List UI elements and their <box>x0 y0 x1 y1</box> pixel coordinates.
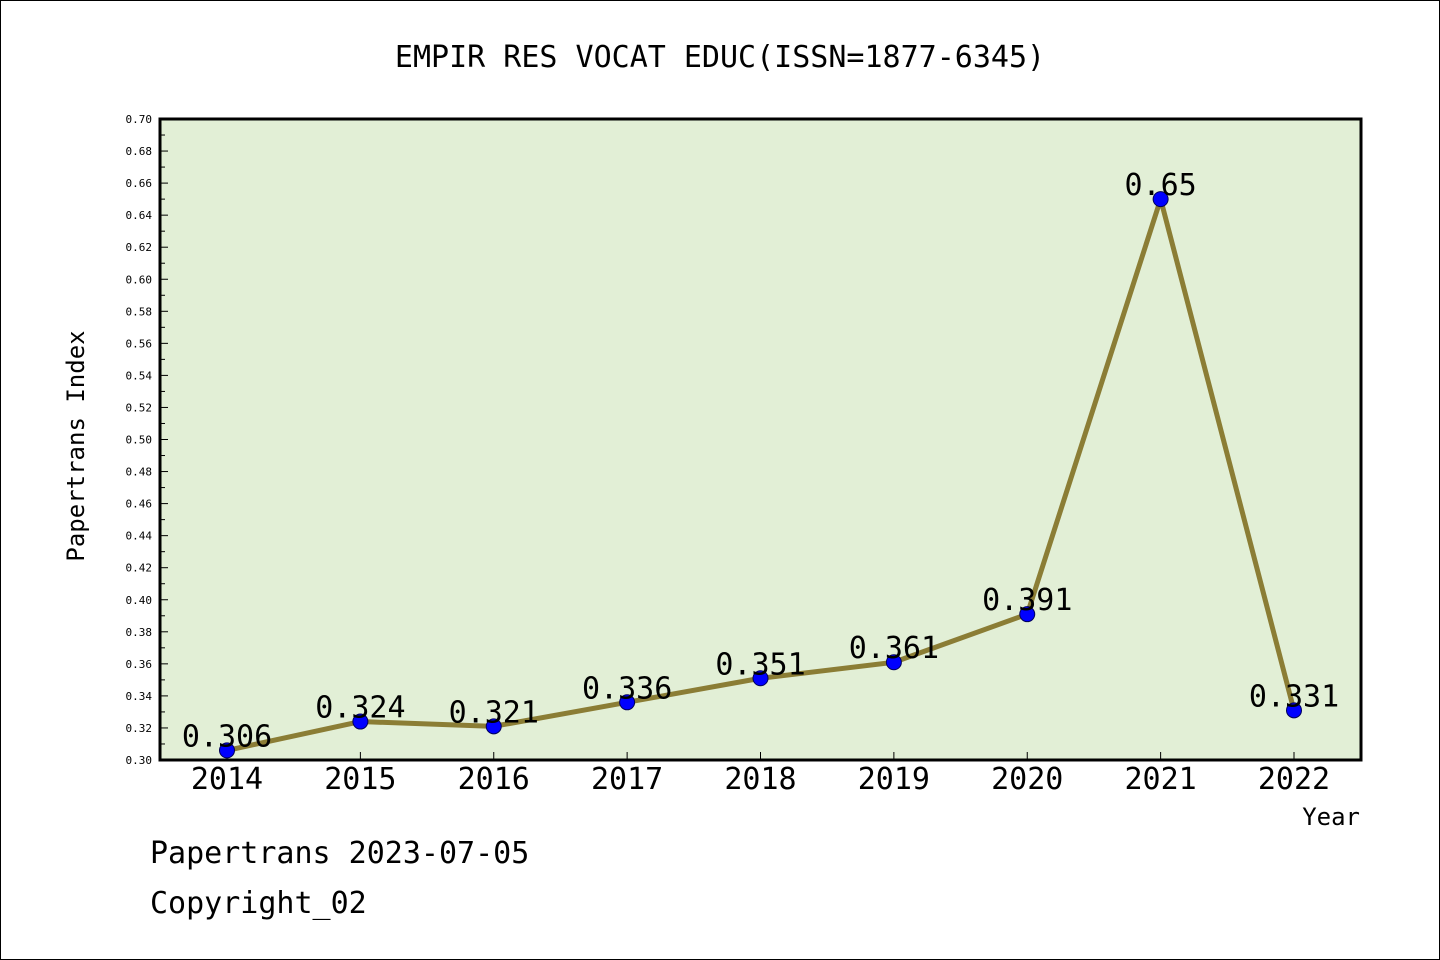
data-label: 0.321 <box>449 695 539 730</box>
data-point-marker[interactable] <box>1152 191 1169 208</box>
y-tick-label: 0.66 <box>126 177 153 190</box>
footer-copyright: Copyright_02 <box>150 886 367 921</box>
y-tick-label: 0.58 <box>126 305 153 318</box>
y-tick-label: 0.52 <box>126 401 153 414</box>
data-point-marker[interactable] <box>619 694 636 711</box>
data-point-marker[interactable] <box>1286 702 1302 719</box>
data-point-marker[interactable] <box>485 718 502 735</box>
data-label: 0.324 <box>315 691 405 726</box>
y-tick-label: 0.46 <box>126 498 153 511</box>
x-tick-label: 2014 <box>191 762 263 797</box>
y-tick-label: 0.62 <box>126 241 153 254</box>
x-tick-label: 2021 <box>1125 762 1197 797</box>
y-tick-label: 0.64 <box>126 209 153 222</box>
data-label: 0.306 <box>182 719 272 754</box>
y-tick-label: 0.50 <box>126 434 153 447</box>
x-tick-label: 2018 <box>724 762 796 797</box>
x-tick-label: 2020 <box>991 762 1063 797</box>
y-tick-label: 0.42 <box>126 562 153 575</box>
y-tick-label: 0.48 <box>126 466 153 479</box>
y-tick-label: 0.56 <box>126 337 153 350</box>
y-tick-label: 0.40 <box>126 594 153 607</box>
x-tick-label: 2022 <box>1258 762 1330 797</box>
data-label: 0.391 <box>982 583 1072 618</box>
chart-title: EMPIR RES VOCAT EDUC(ISSN=1877-6345) <box>395 40 1045 75</box>
x-tick-label: 2017 <box>591 762 663 797</box>
data-point-marker[interactable] <box>352 713 369 730</box>
y-axis-title: Papertrans Index <box>62 330 90 561</box>
data-point-marker[interactable] <box>885 654 902 671</box>
data-label: 0.65 <box>1125 168 1197 203</box>
y-tick-label: 0.54 <box>126 369 153 382</box>
x-axis-title: Year <box>1302 803 1360 831</box>
y-tick-label: 0.36 <box>126 658 153 671</box>
plot-frame <box>158 117 1363 762</box>
y-tick-label: 0.70 <box>126 113 153 126</box>
y-tick-label: 0.38 <box>126 626 153 639</box>
y-tick-label: 0.68 <box>126 145 153 158</box>
y-tick-label: 0.60 <box>126 273 153 286</box>
data-label: 0.351 <box>715 647 805 682</box>
plot-area <box>160 119 1361 760</box>
data-point-marker[interactable] <box>219 742 235 759</box>
y-tick-label: 0.30 <box>126 754 153 767</box>
y-tick-label: 0.44 <box>126 530 153 543</box>
data-label: 0.331 <box>1249 679 1339 714</box>
data-label: 0.361 <box>849 631 939 666</box>
footer-date-stamp: Papertrans 2023-07-05 <box>150 836 530 871</box>
y-tick-label: 0.34 <box>126 690 153 703</box>
y-tick-label: 0.32 <box>126 722 153 735</box>
x-tick-label: 2019 <box>858 762 930 797</box>
x-tick-label: 2015 <box>324 762 396 797</box>
data-point-marker[interactable] <box>1019 606 1036 623</box>
data-label: 0.336 <box>582 671 672 706</box>
x-tick-label: 2016 <box>458 762 530 797</box>
data-point-marker[interactable] <box>752 670 769 687</box>
